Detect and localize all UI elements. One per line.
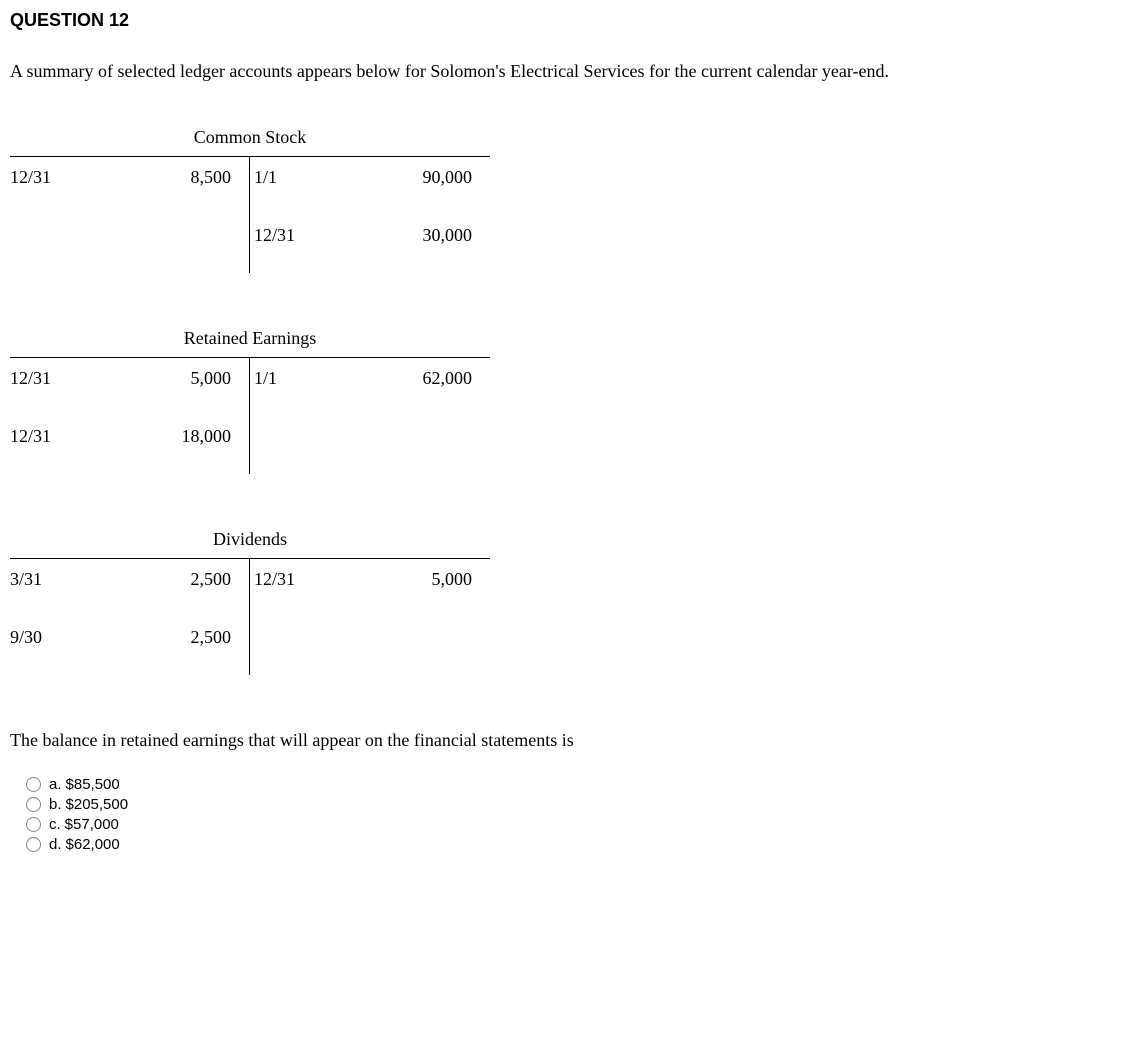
option-letter: a. <box>49 776 62 793</box>
t-amount: 2,500 <box>191 569 240 591</box>
option-text: $205,500 <box>66 796 129 813</box>
option-a[interactable]: a. $85,500 <box>26 776 1128 793</box>
t-account-retained-earnings: Retained Earnings 12/31 5,000 12/31 18,0… <box>10 328 490 474</box>
option-letter: d. <box>49 836 62 853</box>
t-amount: 8,500 <box>191 167 240 189</box>
t-account-row: 12/31 5,000 <box>250 559 490 617</box>
option-text: $85,500 <box>66 776 120 793</box>
t-account-row: 1/1 90,000 <box>250 157 490 215</box>
t-date: 12/31 <box>254 569 295 591</box>
t-account-row: 9/30 2,500 <box>10 617 249 675</box>
t-amount <box>231 225 239 247</box>
option-text: $62,000 <box>66 836 120 853</box>
question-title: QUESTION 12 <box>10 10 1128 31</box>
t-amount: 30,000 <box>423 225 481 247</box>
t-account-row: 3/31 2,500 <box>10 559 249 617</box>
t-date: 3/31 <box>10 569 42 591</box>
t-amount: 90,000 <box>423 167 481 189</box>
t-date: 1/1 <box>254 167 277 189</box>
t-account-row <box>250 617 490 675</box>
t-date: 9/30 <box>10 627 42 649</box>
t-amount: 5,000 <box>191 368 240 390</box>
radio-icon[interactable] <box>26 797 41 812</box>
option-letter: b. <box>49 796 62 813</box>
t-account-row: 12/31 18,000 <box>10 416 249 474</box>
t-date: 12/31 <box>10 167 51 189</box>
t-amount: 18,000 <box>182 426 240 448</box>
option-letter: c. <box>49 816 61 833</box>
answer-options: a. $85,500 b. $205,500 c. $57,000 d. $62… <box>10 776 1128 853</box>
intro-text: A summary of selected ledger accounts ap… <box>10 61 1128 82</box>
t-account-row: 12/31 5,000 <box>10 358 249 416</box>
t-date: 12/31 <box>254 225 295 247</box>
option-d[interactable]: d. $62,000 <box>26 836 1128 853</box>
t-account-row: 12/31 30,000 <box>250 215 490 273</box>
question-prompt: The balance in retained earnings that wi… <box>10 730 1128 751</box>
t-amount <box>472 627 480 649</box>
option-c[interactable]: c. $57,000 <box>26 816 1128 833</box>
t-date: 12/31 <box>10 368 51 390</box>
t-date: 12/31 <box>10 426 51 448</box>
radio-icon[interactable] <box>26 817 41 832</box>
t-account-row: 1/1 62,000 <box>250 358 490 416</box>
t-account-dividends: Dividends 3/31 2,500 9/30 2,500 12/31 5,… <box>10 529 490 675</box>
t-account-title: Common Stock <box>10 127 490 156</box>
t-account-common-stock: Common Stock 12/31 8,500 1/1 90,000 12/3… <box>10 127 490 273</box>
t-amount: 62,000 <box>423 368 481 390</box>
t-account-title: Dividends <box>10 529 490 558</box>
t-amount <box>472 426 480 448</box>
option-text: $57,000 <box>65 816 119 833</box>
t-account-row <box>10 215 249 273</box>
t-date: 1/1 <box>254 368 277 390</box>
t-account-row <box>250 416 490 474</box>
t-amount: 2,500 <box>191 627 240 649</box>
t-amount: 5,000 <box>432 569 481 591</box>
t-account-row: 12/31 8,500 <box>10 157 249 215</box>
option-b[interactable]: b. $205,500 <box>26 796 1128 813</box>
radio-icon[interactable] <box>26 777 41 792</box>
radio-icon[interactable] <box>26 837 41 852</box>
t-account-title: Retained Earnings <box>10 328 490 357</box>
